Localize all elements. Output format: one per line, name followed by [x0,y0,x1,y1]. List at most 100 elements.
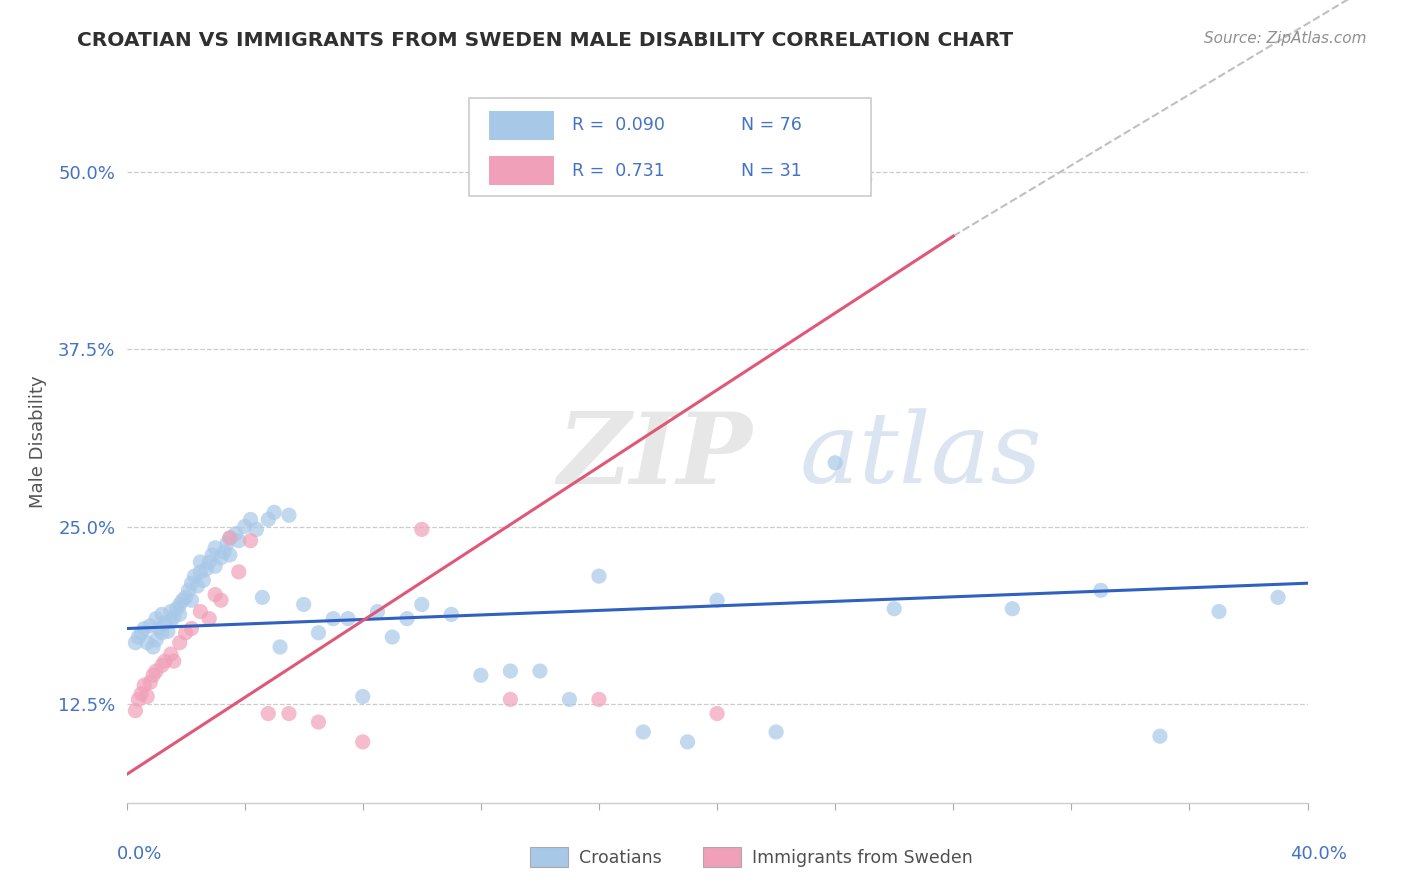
Point [195,562,218,576]
Point [706,706,728,721]
Text: ZIP: ZIP [558,408,752,504]
Point [183,569,205,583]
Point [308,625,330,640]
Point [186,579,208,593]
Point [322,612,344,626]
Point [499,664,522,678]
Point [160,647,183,661]
Point [225,526,247,541]
Point [411,522,433,536]
Point [145,664,167,678]
Point [150,607,173,622]
Point [188,555,212,569]
Point [219,548,242,562]
Text: 0.0%: 0.0% [117,845,162,863]
Point [134,622,156,636]
Text: 40.0%: 40.0% [1291,845,1347,863]
Text: R =  0.090: R = 0.090 [572,117,665,135]
Text: N = 76: N = 76 [741,117,801,135]
Point [212,545,235,559]
Point [145,612,167,626]
Point [215,536,238,550]
Point [188,565,212,579]
Point [1267,591,1289,605]
Bar [703,847,741,867]
Point [153,615,176,630]
Point [470,668,492,682]
Point [308,714,330,729]
Text: Immigrants from Sweden: Immigrants from Sweden [752,849,973,867]
Point [558,692,581,706]
Point [180,622,202,636]
Point [337,612,360,626]
Point [163,654,186,668]
Point [765,725,787,739]
Point [204,541,226,555]
Text: N = 31: N = 31 [741,161,801,179]
Point [160,605,183,619]
Point [169,636,191,650]
Point [198,612,221,626]
Point [396,612,419,626]
Point [160,615,183,629]
Point [139,618,162,632]
Point [252,591,274,605]
Point [278,706,301,721]
Point [588,569,610,583]
Point [204,559,226,574]
Point [1208,605,1230,619]
Point [163,610,186,624]
Text: atlas: atlas [800,409,1042,504]
Point [174,591,197,605]
Point [124,636,146,650]
Bar [530,847,568,867]
Point [150,625,173,640]
Point [239,533,262,548]
Point [219,531,242,545]
Point [142,640,165,654]
Point [174,625,197,640]
Point [269,640,291,654]
Point [172,593,194,607]
Point [136,636,159,650]
Point [228,565,250,579]
Bar [489,156,554,185]
Point [201,548,224,562]
Point [142,668,165,682]
Text: Croatians: Croatians [579,849,662,867]
Point [883,601,905,615]
Point [239,512,262,526]
Point [1149,729,1171,743]
Point [198,555,221,569]
Point [136,690,159,704]
Point [233,519,256,533]
Point [145,632,167,647]
Point [127,692,149,706]
Bar [489,111,554,140]
Point [124,704,146,718]
Point [169,598,191,612]
Point [263,505,285,519]
Point [139,675,162,690]
Point [676,735,699,749]
Point [278,508,301,523]
Point [169,607,191,622]
Point [134,678,156,692]
Point [150,658,173,673]
Point [529,664,551,678]
Point [193,574,215,588]
Point [440,607,463,622]
Point [499,692,522,706]
Point [156,624,179,639]
Point [633,725,655,739]
Point [148,622,170,636]
Point [209,593,232,607]
Point [245,522,267,536]
Text: Source: ZipAtlas.com: Source: ZipAtlas.com [1204,31,1367,46]
Point [853,172,876,186]
Point [188,605,212,619]
Point [706,593,728,607]
Point [180,576,202,591]
Point [209,550,232,565]
Point [127,630,149,644]
